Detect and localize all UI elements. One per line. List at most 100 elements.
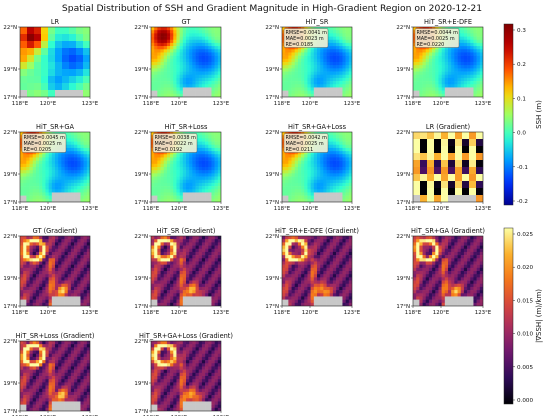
heatmap-cell	[345, 186, 350, 190]
heatmap-cell	[217, 71, 221, 76]
heatmap-cell	[342, 286, 346, 291]
heatmap-cell	[297, 176, 302, 181]
heatmap-cell	[151, 77, 155, 82]
heatmap-cell	[195, 87, 200, 91]
heatmap-cell	[42, 264, 46, 269]
heatmap-cell	[419, 55, 423, 60]
heatmap-cell	[41, 34, 49, 42]
heatmap-cell	[448, 188, 456, 196]
heatmap-cell	[192, 195, 196, 200]
heatmap-cell	[348, 151, 352, 155]
heatmap-cell	[336, 264, 340, 269]
heatmap-cell	[422, 62, 427, 66]
heatmap-cell	[157, 154, 161, 158]
heatmap-cell	[301, 46, 305, 50]
heatmap-cell	[39, 264, 43, 269]
heatmap-cell	[320, 151, 324, 155]
heatmap-cell	[163, 299, 168, 304]
heatmap-cell	[217, 65, 221, 69]
heatmap-cell	[179, 163, 184, 168]
heatmap-cell	[205, 71, 209, 76]
heatmap-cell	[39, 160, 43, 165]
heatmap-cell	[294, 290, 299, 294]
heatmap-cell	[166, 65, 171, 69]
heatmap-cell	[326, 163, 331, 168]
heatmap-cell	[467, 74, 471, 79]
heatmap-cell	[288, 267, 292, 272]
heatmap-cell	[326, 93, 331, 97]
heatmap-cell	[86, 258, 90, 262]
heatmap-cell	[307, 299, 311, 304]
heatmap-cell	[61, 271, 65, 275]
heatmap-cell	[157, 71, 161, 76]
heatmap-cell	[310, 286, 315, 291]
heatmap-cell	[304, 277, 308, 281]
heatmap-cell	[64, 176, 69, 181]
heatmap-cell	[422, 74, 427, 79]
y-tick-label: 22°N	[396, 130, 410, 136]
heatmap-cell	[214, 33, 219, 37]
heatmap-cell	[451, 55, 455, 60]
heatmap-cell	[173, 290, 177, 294]
heatmap-cell	[413, 46, 417, 50]
heatmap-cell	[51, 280, 56, 285]
heatmap-cell	[51, 302, 56, 306]
heatmap-cell	[332, 195, 337, 200]
heatmap-cell	[476, 30, 481, 34]
heatmap-cell	[74, 167, 78, 171]
heatmap-cell	[313, 283, 318, 288]
heatmap-cell	[157, 36, 161, 41]
heatmap-cell	[189, 245, 193, 250]
heatmap-cell	[86, 245, 90, 250]
heatmap-cell	[198, 176, 203, 181]
heatmap-cell	[64, 147, 69, 152]
heatmap-cell	[329, 68, 334, 72]
heatmap-cell	[163, 264, 168, 269]
heatmap-cell	[192, 167, 196, 171]
heatmap-cell	[301, 176, 305, 181]
heatmap-cell	[151, 42, 155, 47]
heatmap-cell	[39, 236, 43, 240]
heatmap-cell	[304, 299, 308, 304]
heatmap-cell	[173, 251, 177, 256]
heatmap-cell	[173, 160, 177, 165]
heatmap-cell	[76, 69, 84, 77]
heatmap-cell	[20, 267, 24, 272]
heatmap-cell	[297, 274, 302, 278]
heatmap-cell	[173, 245, 177, 250]
heatmap-cell	[182, 258, 187, 262]
heatmap-cell	[208, 283, 212, 288]
heatmap-cell	[336, 90, 340, 95]
heatmap-cell	[317, 93, 321, 97]
heatmap-cell	[348, 58, 352, 63]
heatmap-cell	[304, 296, 308, 300]
heatmap-cell	[422, 84, 427, 88]
heatmap-cell	[329, 55, 334, 60]
heatmap-cell	[208, 87, 212, 91]
heatmap-cell	[176, 33, 180, 37]
heatmap-cell	[470, 93, 474, 97]
heatmap-cell	[467, 36, 471, 41]
heatmap-cell	[463, 46, 468, 50]
heatmap-cell	[186, 267, 190, 272]
heatmap-cell	[332, 93, 337, 97]
heatmap-cell	[285, 267, 289, 272]
heatmap-cell	[342, 77, 346, 82]
heatmap-cell	[460, 33, 465, 37]
heatmap-cell	[55, 41, 63, 49]
heatmap-cell	[83, 182, 88, 187]
heatmap-cell	[58, 236, 62, 240]
heatmap-cell	[313, 84, 318, 88]
heatmap-cell	[20, 258, 24, 262]
heatmap-cell	[151, 271, 155, 275]
heatmap-cell	[329, 245, 334, 250]
heatmap-cell	[479, 33, 483, 37]
y-tick-label: 17°N	[3, 304, 17, 310]
heatmap-cell	[294, 90, 299, 95]
heatmap-cell	[151, 239, 155, 243]
heatmap-cell	[288, 277, 292, 281]
heatmap-cell	[457, 267, 462, 272]
heatmap-cell	[77, 195, 81, 200]
heatmap-cell	[310, 62, 315, 66]
